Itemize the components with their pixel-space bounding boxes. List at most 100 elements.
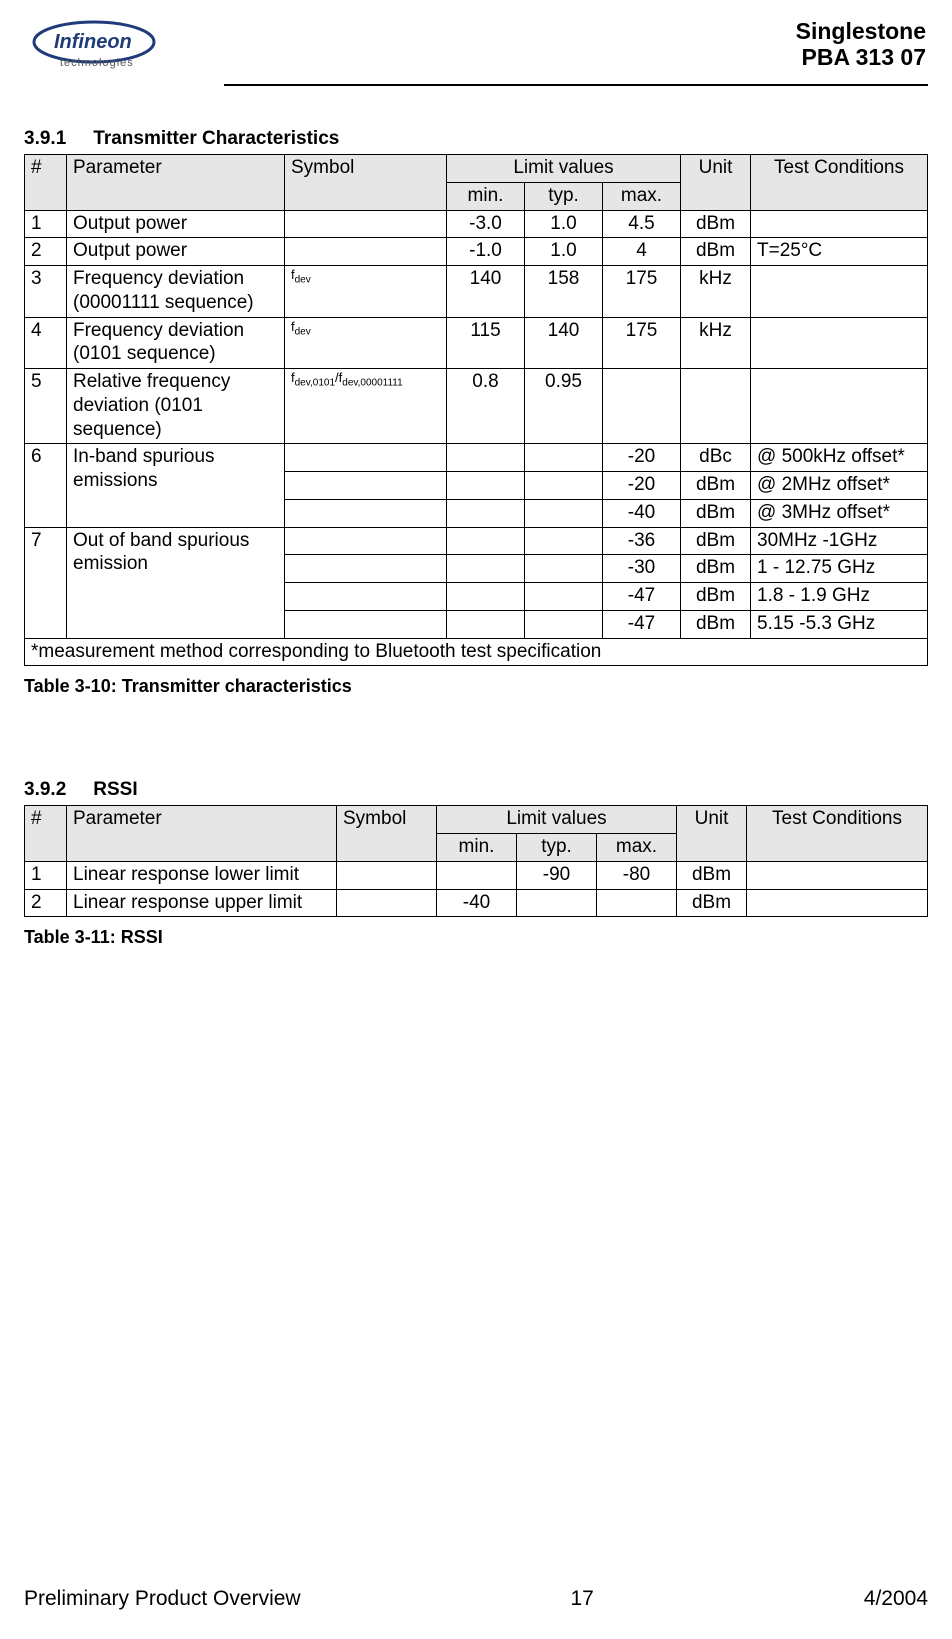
cell: 2: [25, 889, 67, 917]
cell: @ 500kHz offset*: [751, 444, 928, 472]
cell: [447, 527, 525, 555]
col-max: max.: [603, 182, 681, 210]
cell: [447, 583, 525, 611]
table-footnote-row: *measurement method corresponding to Blu…: [25, 638, 928, 666]
cell: dBm: [681, 499, 751, 527]
table-row: 2Linear response upper limit-40dBm: [25, 889, 928, 917]
doc-title-line2: PBA 313 07: [802, 44, 926, 70]
cell: dBm: [681, 610, 751, 638]
cell: [285, 444, 447, 472]
cell: [517, 889, 597, 917]
cell: -30: [603, 555, 681, 583]
cell: @ 2MHz offset*: [751, 472, 928, 500]
cell: -36: [603, 527, 681, 555]
table-row: 3Frequency deviation (00001111 sequence)…: [25, 266, 928, 318]
cell: dBm: [677, 889, 747, 917]
cell: dBm: [681, 555, 751, 583]
cell: 175: [603, 317, 681, 369]
col-typ: typ.: [525, 182, 603, 210]
col-min: min.: [437, 834, 517, 862]
cell: [337, 861, 437, 889]
col-symbol: Symbol: [337, 806, 437, 862]
cell: 1.0: [525, 238, 603, 266]
cell: fdev: [285, 317, 447, 369]
cell: 1 - 12.75 GHz: [751, 555, 928, 583]
cell: [525, 583, 603, 611]
cell: dBm: [677, 861, 747, 889]
cell: In-band spurious emissions: [67, 444, 285, 527]
footer-left: Preliminary Product Overview: [24, 1587, 301, 1611]
cell: [285, 583, 447, 611]
cell: [525, 472, 603, 500]
col-min: min.: [447, 182, 525, 210]
cell: 140: [447, 266, 525, 318]
cell: [747, 861, 928, 889]
cell: Frequency deviation (0101 sequence): [67, 317, 285, 369]
table-row: 4Frequency deviation (0101 sequence)fdev…: [25, 317, 928, 369]
section-number: 3.9.1: [24, 128, 88, 150]
table-header-row: # Parameter Symbol Limit values Unit Tes…: [25, 155, 928, 183]
cell: 140: [525, 317, 603, 369]
table-row: 1Linear response lower limit-90-80dBm: [25, 861, 928, 889]
cell: dBm: [681, 583, 751, 611]
cell: [437, 861, 517, 889]
col-limit: Limit values: [447, 155, 681, 183]
cell: -47: [603, 610, 681, 638]
cell: 1.8 - 1.9 GHz: [751, 583, 928, 611]
col-unit: Unit: [677, 806, 747, 862]
cell: 2: [25, 238, 67, 266]
transmitter-table: # Parameter Symbol Limit values Unit Tes…: [24, 154, 928, 666]
cell: Output power: [67, 238, 285, 266]
cell: @ 3MHz offset*: [751, 499, 928, 527]
cell: Output power: [67, 210, 285, 238]
cell: -80: [597, 861, 677, 889]
cell: -20: [603, 444, 681, 472]
cell: kHz: [681, 317, 751, 369]
cell: [603, 369, 681, 444]
col-max: max.: [597, 834, 677, 862]
cell: 30MHz -1GHz: [751, 527, 928, 555]
section-heading-3-9-2: 3.9.2 RSSI: [24, 779, 928, 801]
cell: [337, 889, 437, 917]
cell: -40: [437, 889, 517, 917]
col-cond: Test Conditions: [747, 806, 928, 862]
cell: 1.0: [525, 210, 603, 238]
table-row: 2Output power-1.01.04dBmT=25°C: [25, 238, 928, 266]
cell: 1: [25, 210, 67, 238]
table-header-row: # Parameter Symbol Limit values Unit Tes…: [25, 806, 928, 834]
cell: [747, 889, 928, 917]
section-title: Transmitter Characteristics: [93, 128, 339, 149]
cell: 0.95: [525, 369, 603, 444]
cell: [447, 555, 525, 583]
cell: [751, 369, 928, 444]
cell: Relative frequency deviation (0101 seque…: [67, 369, 285, 444]
cell: [447, 444, 525, 472]
cell: -40: [603, 499, 681, 527]
page-footer: Preliminary Product Overview 17 4/2004: [24, 1587, 928, 1611]
table-row: 7 Out of band spurious emission -36 dBm …: [25, 527, 928, 555]
cell: [285, 527, 447, 555]
cell: [285, 472, 447, 500]
cell: dBc: [681, 444, 751, 472]
cell: 5.15 -5.3 GHz: [751, 610, 928, 638]
cell: [525, 444, 603, 472]
cell: dBm: [681, 472, 751, 500]
rssi-table: # Parameter Symbol Limit values Unit Tes…: [24, 805, 928, 917]
header-rule: [224, 84, 928, 86]
cell: [681, 369, 751, 444]
cell: 115: [447, 317, 525, 369]
cell: T=25°C: [751, 238, 928, 266]
section-number: 3.9.2: [24, 779, 88, 801]
cell: Out of band spurious emission: [67, 527, 285, 638]
footer-right: 4/2004: [864, 1587, 928, 1611]
cell: [285, 555, 447, 583]
cell: [447, 610, 525, 638]
cell: [525, 527, 603, 555]
section-title: RSSI: [93, 779, 137, 800]
cell: -1.0: [447, 238, 525, 266]
cell: fdev,0101/fdev,00001111: [285, 369, 447, 444]
cell: 175: [603, 266, 681, 318]
cell: 4: [603, 238, 681, 266]
footer-page-number: 17: [571, 1587, 594, 1611]
col-num: #: [25, 806, 67, 862]
